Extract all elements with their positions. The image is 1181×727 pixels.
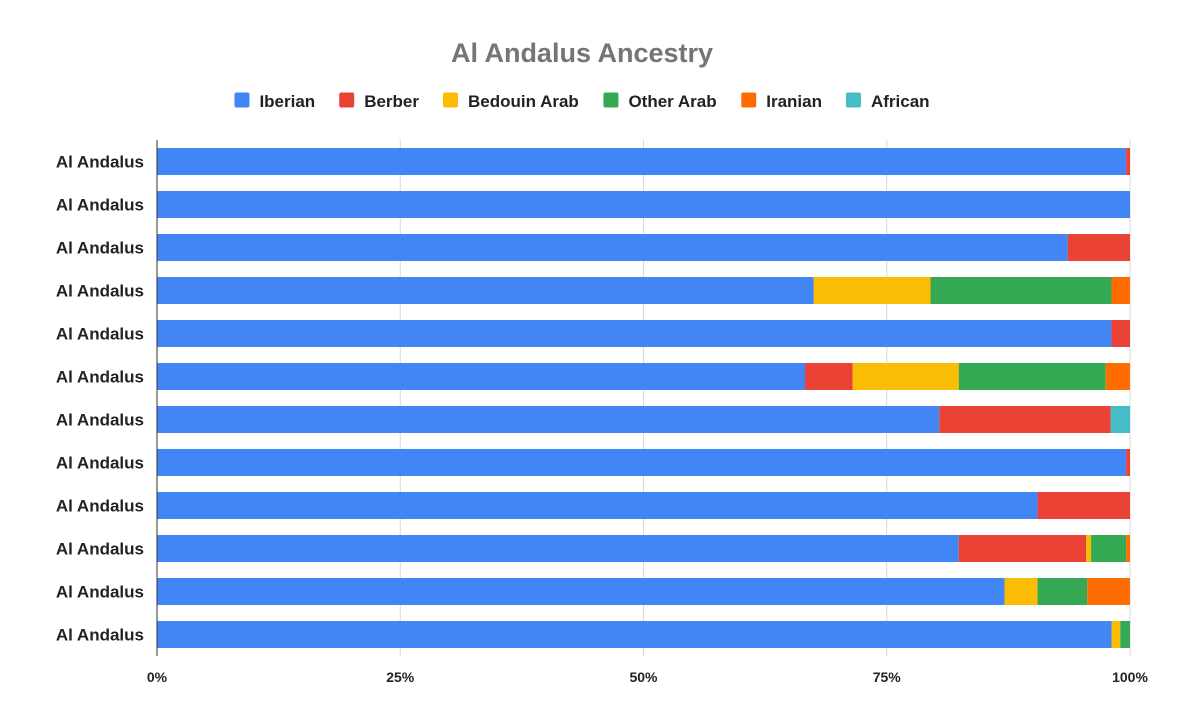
category-label: Al Andalus [56, 153, 144, 172]
x-tick-label: 25% [386, 669, 415, 685]
gridlines [399, 140, 1131, 656]
legend-item-african: African [845, 92, 930, 111]
category-label: Al Andalus [56, 282, 144, 301]
x-axis-ticks: 0% 25% 50% 75% 100% [147, 669, 1149, 685]
legend-label: African [871, 92, 930, 111]
bar-segment-iberian [157, 449, 1127, 476]
bar-segment-berber [1111, 320, 1130, 347]
bar-segment-berber [1126, 449, 1130, 476]
category-label: Al Andalus [56, 454, 144, 473]
x-tick-label: 75% [873, 669, 902, 685]
legend-swatch [845, 92, 861, 108]
bar-segment-berber [805, 363, 853, 390]
bar-segment-other-arab [930, 277, 1112, 304]
bar-segment-bedouin-arab [1004, 578, 1038, 605]
bar-segment-other-arab [1091, 535, 1127, 562]
category-label: Al Andalus [56, 626, 144, 645]
legend-swatch [603, 92, 619, 108]
category-label: Al Andalus [56, 196, 144, 215]
bar-segment-iberian [157, 320, 1112, 347]
legend-label: Berber [364, 92, 419, 111]
category-label: Al Andalus [56, 540, 144, 559]
bar-segment-iranian [1126, 535, 1130, 562]
bar-segment-iberian [157, 492, 1038, 519]
legend-swatch [442, 92, 458, 108]
legend-item-iranian: Iranian [741, 92, 822, 111]
legend-label: Iranian [766, 92, 822, 111]
bars [157, 148, 1130, 648]
bar-segment-bedouin-arab [1111, 621, 1121, 648]
bar-segment-bedouin-arab [1086, 535, 1092, 562]
bar-segment-iberian [157, 578, 1005, 605]
legend-item-bedouin-arab: Bedouin Arab [442, 92, 579, 111]
legend-item-iberian: Iberian [234, 92, 315, 111]
bar-segment-iberian [157, 234, 1068, 261]
bar-segment-iranian [1111, 277, 1130, 304]
category-label: Al Andalus [56, 239, 144, 258]
bar-segment-iranian [1105, 363, 1130, 390]
chart-title: Al Andalus Ancestry [451, 38, 713, 68]
x-tick-label: 0% [147, 669, 168, 685]
legend-swatch [339, 92, 355, 108]
bar-segment-iberian [157, 363, 806, 390]
bar-segment-iberian [157, 621, 1112, 648]
category-label: Al Andalus [56, 583, 144, 602]
legend-swatch [234, 92, 250, 108]
bar-segment-berber [1126, 148, 1130, 175]
x-tick-label: 50% [629, 669, 658, 685]
bar-segment-african [1110, 406, 1130, 433]
bar-segment-berber [958, 535, 1087, 562]
bar-segment-bedouin-arab [813, 277, 931, 304]
category-label: Al Andalus [56, 411, 144, 430]
legend-item-other-arab: Other Arab [603, 92, 717, 111]
bar-segment-bedouin-arab [852, 363, 959, 390]
category-label: Al Andalus [56, 368, 144, 387]
bar-segment-berber [939, 406, 1111, 433]
bar-segment-iberian [157, 277, 814, 304]
legend-label: Iberian [259, 92, 315, 111]
category-label: Al Andalus [56, 325, 144, 344]
bar-segment-iranian [1087, 578, 1130, 605]
bar-segment-iberian [157, 148, 1127, 175]
legend-label: Bedouin Arab [468, 92, 579, 111]
bar-segment-iberian [157, 406, 940, 433]
bar-segment-other-arab [958, 363, 1106, 390]
legend-label: Other Arab [628, 92, 716, 111]
category-label: Al Andalus [56, 497, 144, 516]
bar-segment-other-arab [1120, 621, 1130, 648]
legend-swatch [741, 92, 757, 108]
legend-item-berber: Berber [339, 92, 419, 111]
legend: Iberian Berber Bedouin Arab Other Arab Irani… [234, 92, 930, 111]
category-labels: Al Andalus Al Andalus Al Andalus Al Andalus… [56, 153, 144, 645]
bar-segment-other-arab [1037, 578, 1088, 605]
bar-segment-iberian [157, 191, 1130, 218]
bar-segment-berber [1037, 492, 1130, 519]
bar-segment-berber [1067, 234, 1130, 261]
x-tick-label: 100% [1112, 669, 1148, 685]
bar-segment-iberian [157, 535, 959, 562]
